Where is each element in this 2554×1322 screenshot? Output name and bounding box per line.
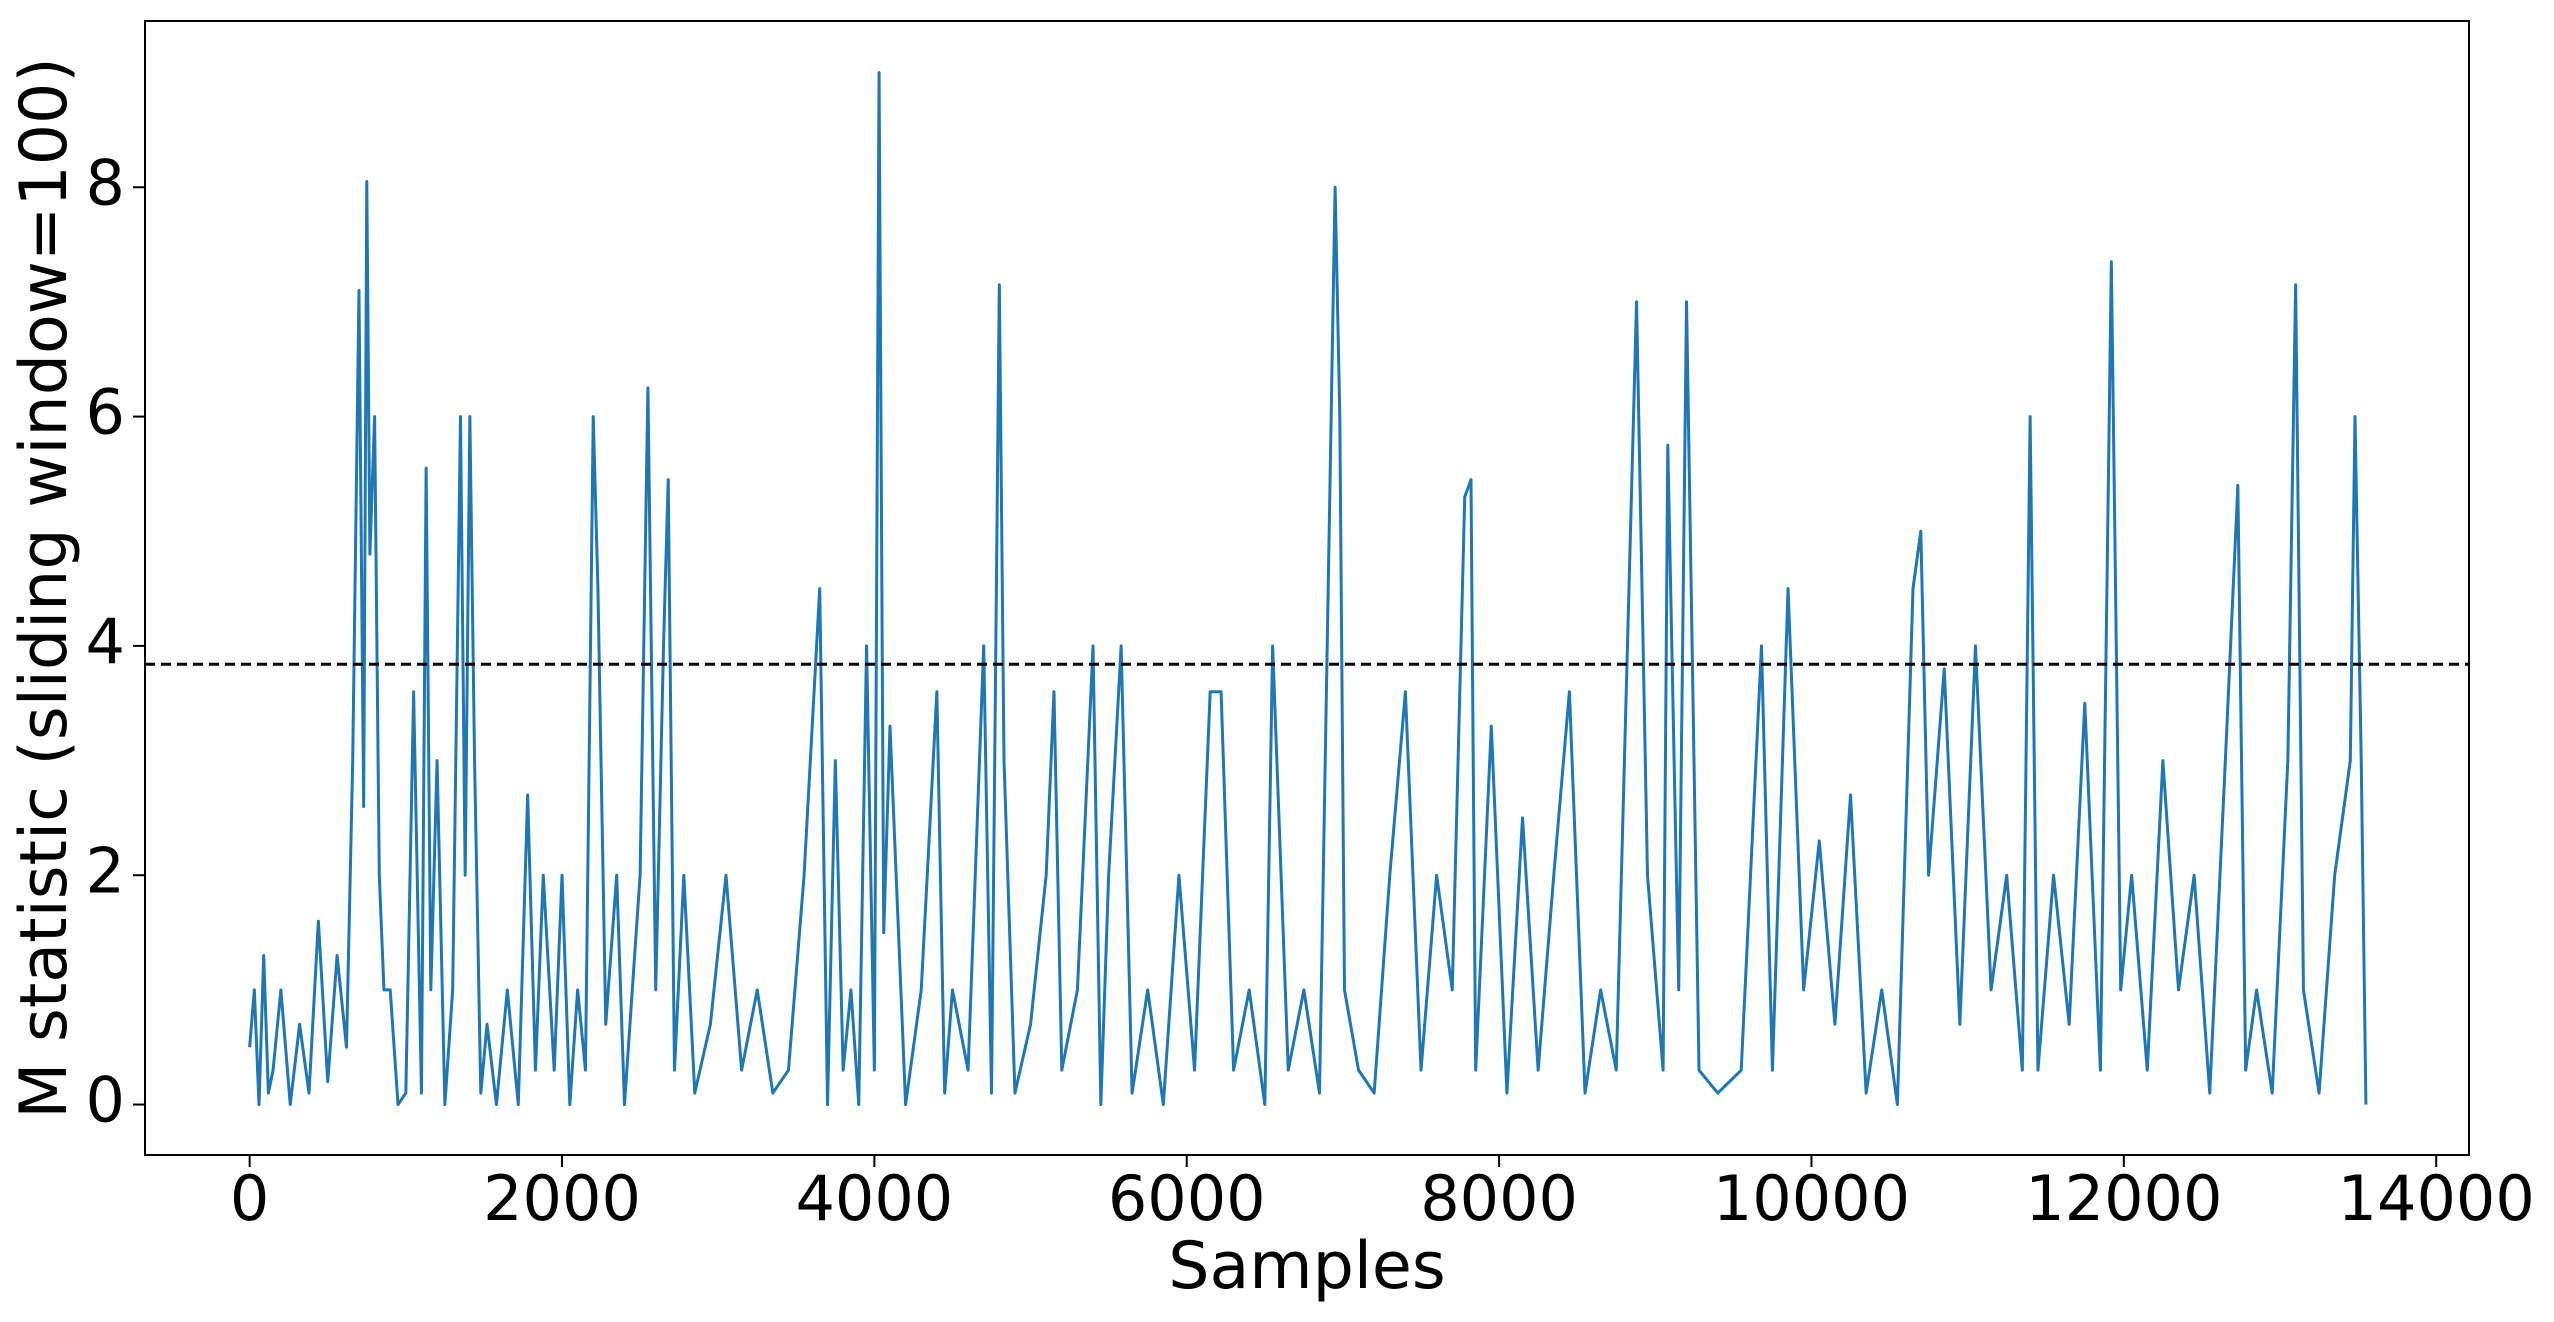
y-tick-label: 2 xyxy=(86,834,125,907)
plot-frame xyxy=(144,20,2470,1156)
x-tick-label: 6000 xyxy=(1108,1162,1266,1235)
x-tick-label: 14000 xyxy=(2338,1162,2535,1235)
x-tick-label: 0 xyxy=(230,1162,269,1235)
y-tick-label: 0 xyxy=(86,1064,125,1137)
x-tick-label: 2000 xyxy=(483,1162,641,1235)
x-tick-label: 12000 xyxy=(2025,1162,2222,1235)
y-tick-label: 8 xyxy=(86,146,125,219)
y-axis-label: M statistic (sliding window=100) xyxy=(7,57,82,1119)
x-tick-label: 4000 xyxy=(795,1162,953,1235)
x-axis-label: Samples xyxy=(1168,1229,1446,1304)
y-tick-label: 4 xyxy=(86,605,125,678)
x-tick-label: 10000 xyxy=(1713,1162,1910,1235)
data-line xyxy=(248,71,2368,1107)
y-tick-label: 6 xyxy=(86,376,125,449)
x-tick-label: 8000 xyxy=(1420,1162,1578,1235)
